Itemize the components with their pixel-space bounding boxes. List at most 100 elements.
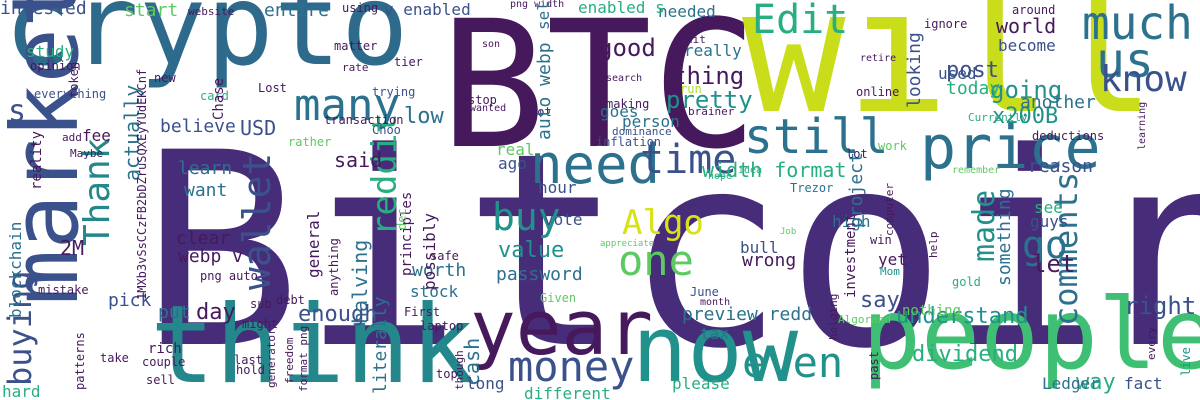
word-making: making [606, 97, 650, 111]
word-png-width: png width [510, 0, 565, 10]
word-currently: Currently [968, 111, 1028, 124]
word-value: value [498, 238, 565, 263]
word-hour: hour [538, 178, 577, 197]
word-wanted: wanted [470, 103, 507, 114]
word-width-format: width format [702, 158, 847, 182]
word-entire: entire [264, 0, 330, 21]
word-learning: learning [1137, 101, 1148, 150]
word-said: said [334, 148, 383, 172]
word-algorand: Algorand [838, 313, 891, 326]
word-last: last [234, 353, 263, 367]
word-world: world [996, 14, 1057, 38]
word-post: post [946, 58, 999, 83]
word-way: way [1076, 370, 1116, 395]
word-hard: hard [2, 382, 41, 400]
word-say: say [860, 288, 900, 313]
word-first: First [404, 305, 441, 319]
word-webp-v: webp v [178, 246, 244, 267]
word-another: another [1020, 92, 1096, 113]
word-search: search [606, 73, 643, 84]
word-online: online [856, 85, 900, 99]
word-card: card [200, 89, 229, 103]
word-now: now [632, 296, 799, 400]
word-ignore: ignore [924, 17, 968, 31]
word-holding: holding [827, 293, 840, 340]
word-believe: believe [160, 116, 236, 137]
word-think: think [150, 283, 476, 400]
word-right: right [1124, 292, 1197, 320]
word-different: different [524, 384, 611, 400]
word-used: used [938, 64, 977, 83]
word-person: person [622, 112, 680, 131]
word-reason: reason [1028, 156, 1094, 177]
word-nothing: nothing [902, 303, 962, 319]
word-trying: trying [372, 85, 416, 99]
word-day: day [196, 300, 236, 325]
word-son: son [482, 39, 501, 50]
word-enough: enough [298, 302, 378, 327]
word-rate: rate [342, 61, 369, 74]
word-put: put [158, 302, 191, 323]
word-wrong: wrong [742, 250, 797, 271]
word-auto-webp: auto webp [534, 42, 555, 140]
word-bitcoin: Bitcoin [140, 96, 1200, 400]
word-many: many [294, 80, 400, 131]
word-long-hash: 1MXb3vSsCCzFB2bDZruSQXEyYUdEKCnf [135, 68, 149, 300]
word-worth: worth [412, 260, 467, 281]
word-rich: rich [148, 341, 182, 357]
word-us: us [1096, 33, 1154, 89]
word-computer: computer [883, 183, 896, 236]
word-long: long [466, 374, 505, 393]
word-going: going [990, 76, 1063, 104]
word-invested: invested [0, 0, 87, 19]
word-tax: tax [700, 324, 729, 343]
word-money: money [508, 342, 635, 391]
word-password: password [496, 264, 583, 285]
word-edit: Edit [752, 0, 849, 43]
word-need: need [530, 133, 661, 196]
word-generator: generator [265, 328, 278, 388]
word-take: take [100, 351, 129, 365]
word-help: help [927, 231, 940, 259]
word-s: s [8, 94, 27, 129]
word-goes: goes [600, 102, 639, 121]
word-possibly: possibly [420, 212, 439, 290]
word-pick: pick [108, 290, 152, 311]
word-real: real [496, 140, 535, 159]
word-trezor: Trezor [790, 181, 834, 195]
word-preview-redd: preview redd [682, 304, 813, 325]
word-hope: hope [708, 171, 733, 182]
word-work: work [878, 139, 907, 153]
word-principles: principles [399, 191, 415, 276]
word-guys: guys [1030, 212, 1069, 231]
word-run: run [680, 82, 702, 96]
word-something: something [994, 188, 1015, 286]
word-freedom: freedom [283, 337, 296, 384]
word-today: today [946, 78, 1001, 99]
word-pretty: pretty [666, 86, 753, 114]
word-appreciate: appreciate [600, 239, 655, 249]
word-mom: Mom [880, 265, 900, 278]
word-brainer: brainer [688, 105, 735, 118]
word-crypto: crypto [4, 0, 409, 91]
word-add: add [62, 131, 82, 144]
word-buy: buy [492, 195, 561, 239]
word-safe: safe [430, 249, 459, 263]
word-sub: sub [250, 297, 272, 311]
word-will: will [742, 0, 1157, 152]
word-sell: sell [146, 373, 175, 387]
word-even: even [742, 338, 844, 387]
word-transaction: transaction [324, 113, 404, 127]
word-dec: dec [395, 208, 409, 230]
word-stop: stop [468, 93, 497, 107]
word-learn: learn [178, 158, 233, 179]
word-lost: Lost [258, 81, 287, 95]
word-laptop: laptop [420, 319, 464, 333]
word-win: win [870, 233, 892, 247]
word-deductions: deductions [1032, 129, 1105, 143]
word-website: website [188, 5, 235, 18]
word-want: want [184, 180, 228, 201]
word-go: go [1022, 223, 1068, 267]
word-inflation: inflation [596, 135, 662, 149]
word-much: much [1082, 0, 1193, 50]
